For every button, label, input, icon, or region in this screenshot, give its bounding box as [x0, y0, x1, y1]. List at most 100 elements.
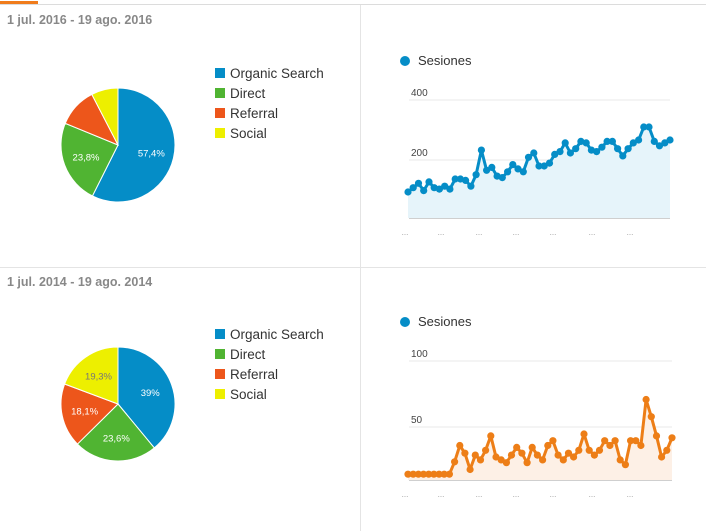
data-point — [593, 148, 601, 156]
pie-slice-label: 23,8% — [73, 153, 100, 164]
data-point — [440, 470, 448, 478]
legend-label: Social — [230, 387, 267, 402]
series-dot-icon — [400, 317, 410, 327]
pie-slice-social — [91, 87, 119, 146]
legend-item-social[interactable]: Social — [215, 125, 324, 145]
data-point — [507, 451, 516, 459]
data-point — [629, 139, 637, 147]
data-point — [430, 470, 438, 478]
data-point — [502, 459, 510, 467]
data-point — [606, 441, 614, 450]
data-point — [590, 451, 599, 459]
x-tick-label: ... — [589, 490, 596, 499]
x-tick-label: ... — [513, 228, 520, 237]
x-tick-label: ... — [402, 228, 409, 237]
data-point — [504, 168, 512, 176]
pie-slice-label: 39% — [141, 388, 161, 399]
x-tick-label: ... — [438, 490, 445, 499]
data-point — [446, 185, 454, 193]
data-point — [498, 174, 506, 182]
active-tab-indicator — [0, 1, 38, 4]
data-point — [572, 145, 580, 153]
series-area — [408, 127, 670, 218]
legend-label: Social — [230, 126, 267, 141]
data-point — [471, 451, 479, 459]
data-point — [598, 143, 606, 151]
data-point — [595, 446, 604, 454]
data-point — [561, 139, 569, 147]
series-dot-icon — [400, 56, 410, 66]
data-point — [658, 453, 666, 461]
legend-item-social[interactable]: Social — [215, 386, 324, 406]
x-tick-label: ... — [627, 490, 634, 499]
x-tick-label: ... — [627, 228, 634, 237]
legend-label: Organic Search — [230, 327, 324, 342]
data-point — [624, 145, 632, 153]
legend-item-referral[interactable]: Referral — [215, 366, 324, 386]
x-tick-label: ... — [476, 490, 483, 499]
data-point — [601, 437, 609, 445]
period-title-2016: 1 jul. 2016 - 19 ago. 2016 — [7, 13, 153, 27]
data-point — [476, 456, 485, 464]
y-tick-label: 50 — [411, 415, 423, 426]
series-label: Sesiones — [418, 53, 472, 68]
data-point — [513, 443, 521, 451]
vertical-divider — [360, 5, 361, 531]
data-point — [435, 470, 443, 478]
data-point — [409, 184, 417, 192]
data-point — [519, 168, 527, 176]
data-point — [539, 456, 547, 464]
data-point — [570, 453, 578, 461]
data-point — [404, 470, 412, 478]
pie-slice-label: 18,1% — [71, 407, 98, 418]
data-point — [420, 187, 428, 195]
pie-slice-direct — [60, 122, 119, 197]
data-point — [614, 145, 622, 153]
legend-item-direct[interactable]: Direct — [215, 85, 324, 105]
data-point — [414, 470, 422, 478]
legend-swatch — [215, 88, 225, 98]
legend-item-referral[interactable]: Referral — [215, 105, 324, 125]
data-point — [467, 182, 475, 190]
data-point — [477, 146, 485, 154]
data-point — [627, 437, 635, 445]
legend-item-organic-search[interactable]: Organic Search — [215, 326, 324, 346]
x-tick-label: ... — [476, 228, 483, 237]
x-tick-label: ... — [589, 228, 596, 237]
data-point — [621, 461, 630, 469]
data-point — [655, 142, 664, 150]
x-tick-label: ... — [550, 490, 557, 499]
data-point — [619, 152, 627, 160]
series-legend-2016[interactable]: Sesiones — [400, 53, 471, 68]
data-point — [566, 149, 575, 157]
legend-label: Direct — [230, 86, 266, 101]
data-point — [425, 470, 433, 478]
pie-legend-2016: Organic Search Direct Referral Social — [215, 65, 324, 145]
pie-legend-2014: Organic Search Direct Referral Social — [215, 326, 324, 406]
legend-item-organic-search[interactable]: Organic Search — [215, 65, 324, 85]
legend-swatch — [215, 369, 225, 379]
y-tick-label: 200 — [411, 148, 428, 159]
data-point — [556, 148, 564, 156]
legend-item-direct[interactable]: Direct — [215, 346, 324, 366]
legend-swatch — [215, 389, 225, 399]
pie-slice-label: 23,6% — [103, 434, 130, 445]
x-tick-label: ... — [438, 228, 445, 237]
legend-swatch — [215, 68, 225, 78]
data-point — [445, 470, 453, 478]
data-point — [472, 171, 480, 179]
legend-label: Direct — [230, 347, 266, 362]
legend-swatch — [215, 128, 225, 138]
data-point — [652, 432, 661, 440]
y-tick-label: 100 — [411, 349, 428, 360]
data-point — [668, 434, 676, 442]
pie-slice-label: 19,3% — [85, 371, 112, 382]
series-label: Sesiones — [418, 314, 472, 329]
pie-slice-organic-search — [91, 87, 176, 203]
data-point — [608, 137, 617, 145]
data-point — [419, 470, 428, 478]
series-legend-2014[interactable]: Sesiones — [400, 314, 471, 329]
data-point — [466, 465, 474, 474]
data-point — [530, 149, 538, 157]
